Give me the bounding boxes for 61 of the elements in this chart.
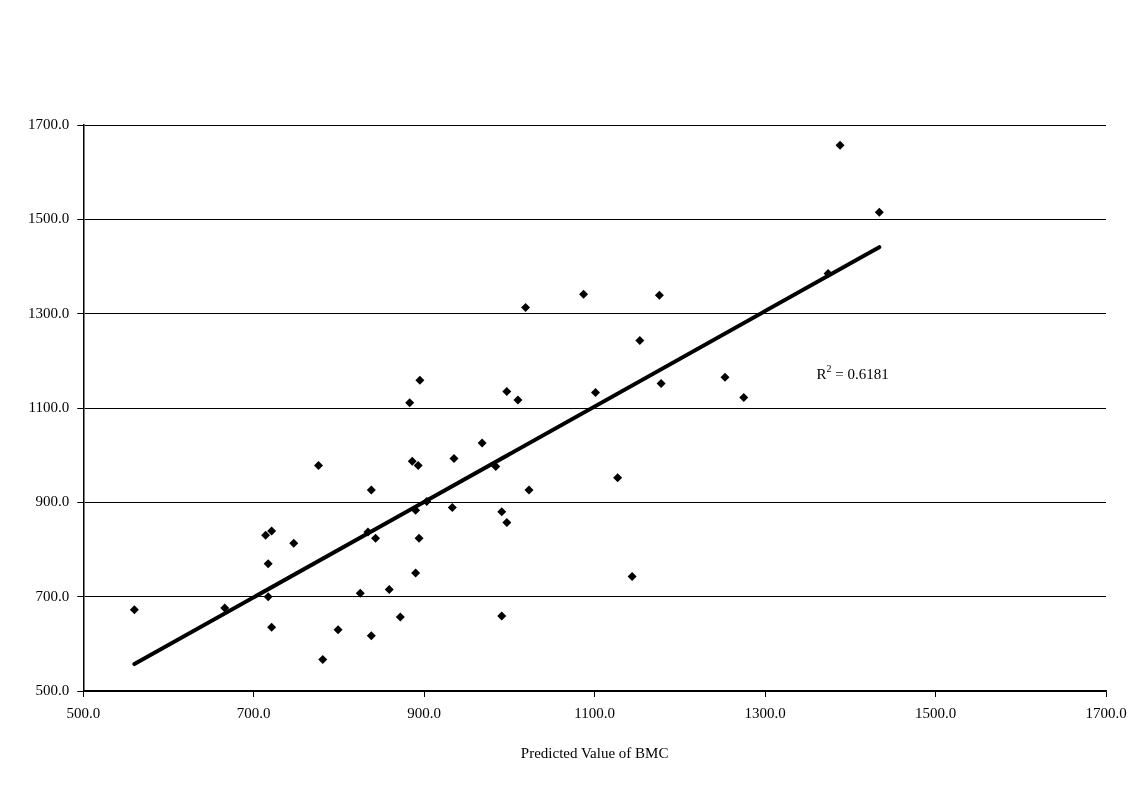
point (477, 438, 487, 448)
point (129, 605, 139, 615)
point (263, 559, 273, 569)
point (407, 456, 417, 466)
point (502, 518, 512, 528)
point (366, 485, 376, 495)
y-tick-label: 700.0 (35, 587, 70, 604)
x-tick-label: 700.0 (236, 704, 271, 721)
y-tick-label: 500.0 (35, 681, 70, 698)
x-tick-label: 500.0 (66, 704, 101, 721)
point (405, 398, 415, 408)
point (333, 625, 343, 635)
point (502, 386, 512, 396)
point (449, 453, 459, 463)
point (835, 140, 845, 150)
x-tick-label: 1300.0 (744, 704, 786, 721)
point (267, 622, 277, 632)
point (261, 530, 271, 540)
point (384, 585, 394, 595)
point (263, 592, 273, 602)
point (411, 568, 421, 578)
point (395, 612, 405, 622)
point (289, 538, 299, 548)
x-tick-label: 900.0 (407, 704, 442, 721)
point (656, 378, 666, 388)
point (524, 485, 534, 495)
point (415, 375, 425, 385)
point (627, 571, 637, 581)
point (366, 631, 376, 641)
x-tick-label: 1100.0 (574, 704, 615, 721)
point (579, 289, 589, 299)
y-tick-label: 1500.0 (28, 210, 70, 227)
point (363, 527, 373, 537)
point (874, 207, 884, 217)
x-tick-label: 1700.0 (1085, 704, 1127, 721)
point (720, 372, 730, 382)
point (635, 336, 645, 346)
point (447, 503, 457, 513)
point (513, 395, 523, 405)
point (318, 654, 328, 664)
point (220, 603, 230, 613)
point (267, 526, 277, 536)
point (613, 473, 623, 483)
y-tick-label: 900.0 (35, 493, 70, 510)
point (590, 387, 600, 397)
point (521, 303, 531, 313)
y-tick-label: 1700.0 (28, 115, 70, 132)
x-tick-label: 1500.0 (914, 704, 957, 721)
point (414, 533, 424, 543)
point (497, 507, 507, 517)
point (371, 533, 381, 543)
point (413, 461, 423, 471)
point (654, 290, 664, 300)
y-tick-label: 1300.0 (28, 304, 70, 321)
point (355, 588, 365, 598)
y-tick-label: 1100.0 (28, 398, 70, 415)
point (739, 393, 749, 403)
point (313, 461, 323, 471)
x-axis-title: Predicted Value of BMC (520, 744, 669, 761)
point (422, 496, 432, 506)
point (497, 611, 507, 621)
